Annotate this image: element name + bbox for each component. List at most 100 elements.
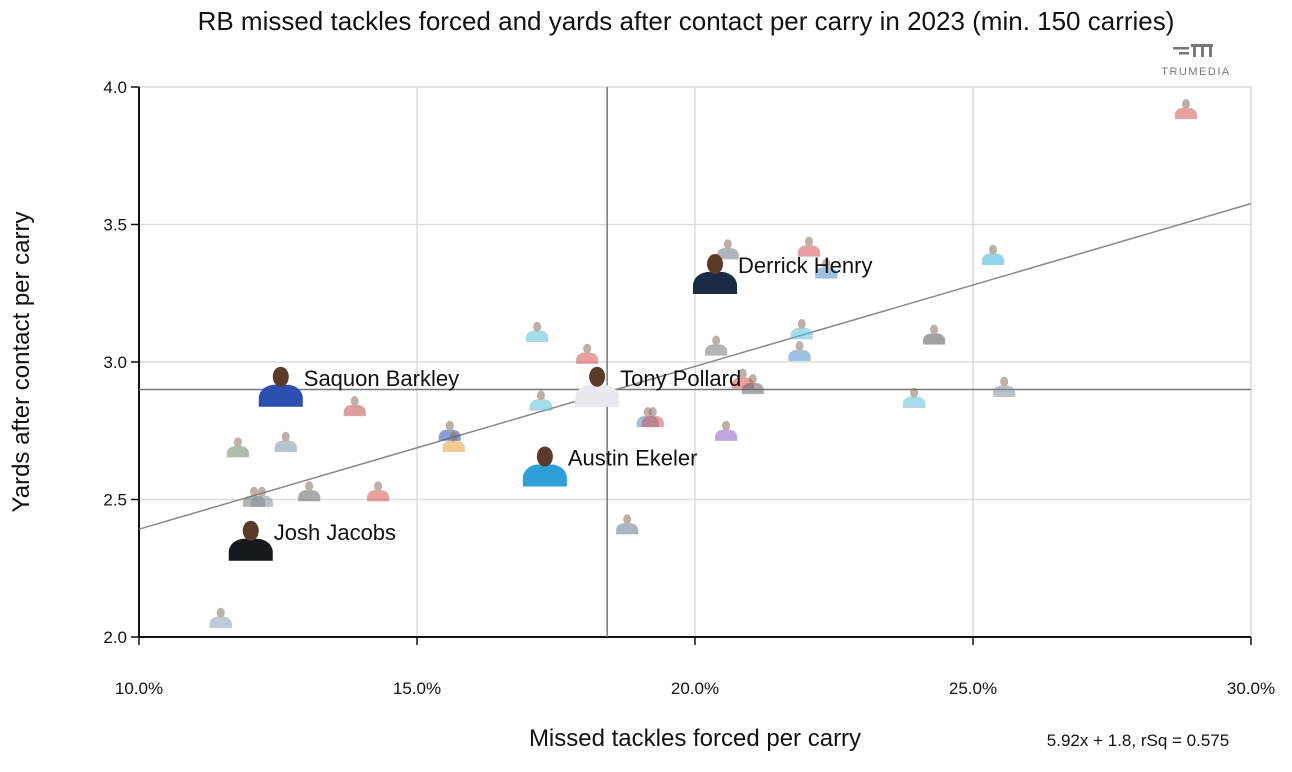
head-shape <box>583 343 592 354</box>
head-shape <box>536 446 553 467</box>
jersey-shape <box>922 333 946 345</box>
reference-lines <box>138 87 1252 637</box>
jersey-shape <box>575 384 620 407</box>
player-headshot-point <box>226 437 250 458</box>
y-tick-label: 2.0 <box>103 628 127 647</box>
player-headshot-point <box>902 387 926 408</box>
head-shape <box>722 420 731 431</box>
player-headshot-point <box>693 254 738 294</box>
trumedia-logo <box>1173 44 1213 57</box>
jersey-shape <box>902 396 926 408</box>
regression-equation: 5.92x + 1.8, rSq = 0.575 <box>1047 731 1229 750</box>
watermark-text: TRUMEDIA <box>1161 66 1230 78</box>
y-tick-label: 3.0 <box>103 353 127 372</box>
jersey-shape <box>693 272 738 294</box>
head-shape <box>1000 376 1009 387</box>
jersey-shape <box>228 538 273 561</box>
head-shape <box>350 396 359 406</box>
head-shape <box>822 258 831 269</box>
jersey-shape <box>981 253 1005 265</box>
jersey-shape <box>297 490 321 502</box>
jersey-shape <box>615 523 639 535</box>
head-shape <box>305 481 314 492</box>
head-shape <box>233 437 242 448</box>
jersey-shape <box>575 352 599 364</box>
head-shape <box>748 374 757 384</box>
grid <box>139 86 1252 637</box>
jersey-shape <box>226 446 250 458</box>
x-tick-label: 20.0% <box>671 679 719 698</box>
player-headshot-point <box>343 396 366 417</box>
player-headshot-point <box>366 481 390 502</box>
head-shape <box>738 368 747 379</box>
head-shape <box>797 319 806 329</box>
player-headshot-point <box>788 341 811 362</box>
player-headshot-point <box>274 431 297 452</box>
y-tick-label: 4.0 <box>103 78 127 97</box>
player-headshot-point <box>228 520 273 561</box>
jersey-shape <box>529 399 553 411</box>
player-headshot-point <box>250 486 274 507</box>
y-tick-label: 3.5 <box>103 216 127 235</box>
head-shape <box>536 390 545 401</box>
jersey-shape <box>788 349 811 362</box>
head-shape <box>250 486 259 497</box>
jersey-shape <box>274 440 297 452</box>
player-headshot-point <box>522 446 567 487</box>
head-shape <box>445 420 454 431</box>
head-shape <box>272 366 289 387</box>
head-shape <box>707 254 724 274</box>
axes: 10.0% 15.0% 20.0% 25.0% 30.0% 2.0 2.5 3.0 3.5 4.0 <box>103 78 1275 698</box>
player-headshot-point <box>575 366 620 407</box>
x-tick-label: 25.0% <box>949 679 997 698</box>
x-axis-label: Missed tackles forced per carry <box>529 725 861 752</box>
jersey-shape <box>525 330 549 342</box>
player-headshot-point <box>714 420 738 441</box>
player-label: Saquon Barkley <box>304 366 459 391</box>
jersey-shape <box>704 344 728 356</box>
head-shape <box>723 239 732 250</box>
head-shape <box>216 607 225 618</box>
player-headshot-point <box>529 390 553 411</box>
jersey-shape <box>714 429 738 441</box>
head-shape <box>449 431 458 442</box>
chart-title: RB missed tackles forced and yards after… <box>198 6 1175 36</box>
head-shape <box>281 431 290 442</box>
jersey-shape <box>741 382 765 395</box>
head-shape <box>533 321 542 332</box>
head-shape <box>804 236 813 247</box>
y-tick-label: 2.5 <box>103 491 127 510</box>
y-axis-label: Yards after contact per carry <box>8 211 35 512</box>
player-headshot-point <box>615 514 639 535</box>
head-shape <box>374 481 383 492</box>
player-headshot-point <box>525 321 549 342</box>
player-headshot-point <box>992 376 1016 397</box>
player-headshot-point <box>575 343 599 364</box>
player-headshot-point <box>797 236 821 257</box>
head-shape <box>648 407 657 417</box>
jersey-shape <box>790 327 813 340</box>
head-shape <box>589 366 606 387</box>
player-headshot-point <box>981 244 1005 265</box>
jersey-shape <box>992 385 1016 397</box>
x-tick-label: 15.0% <box>393 679 441 698</box>
head-shape <box>623 514 632 525</box>
regression-line <box>138 202 1252 530</box>
player-headshot-point <box>741 374 765 395</box>
x-tick-label: 10.0% <box>115 679 163 698</box>
player-headshot-point <box>922 324 946 345</box>
head-shape <box>1181 99 1190 109</box>
player-label: Josh Jacobs <box>274 520 396 545</box>
head-shape <box>257 486 266 497</box>
player-headshot-point <box>716 239 740 260</box>
player-headshot-point <box>641 407 664 428</box>
player-headshot-point <box>297 481 321 502</box>
player-headshot-point <box>704 335 728 356</box>
jersey-shape <box>209 616 232 628</box>
head-shape <box>989 244 998 255</box>
player-headshot-point <box>1174 99 1198 120</box>
jersey-shape <box>797 245 821 257</box>
player-headshot-point <box>258 366 303 407</box>
head-shape <box>712 335 721 346</box>
